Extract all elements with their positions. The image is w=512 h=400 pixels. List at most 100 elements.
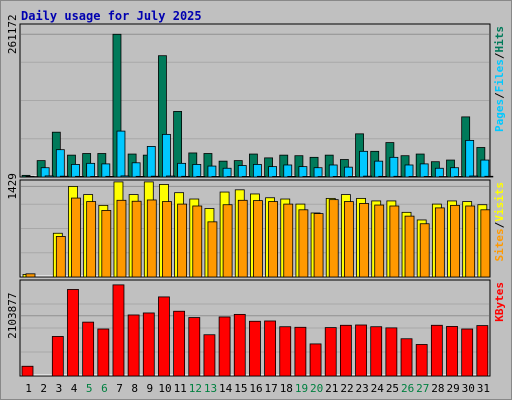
bar-kbytes-day-19 [294,326,307,377]
bar-kbytes-day-14 [218,316,231,377]
bar-files-day-5 [86,162,96,178]
bar-sites-day-6 [101,210,112,278]
bar-sites-day-24 [374,204,385,278]
bar-kbytes-day-27 [415,344,428,377]
bar-sites-day-20 [313,213,324,278]
x-tick-label-day-31: 31 [477,382,490,395]
bar-sites-day-21 [328,199,339,278]
bar-pages-day-17 [272,176,281,178]
bar-files-day-23 [359,150,368,178]
bar-files-day-17 [268,166,277,178]
bar-kbytes-day-26 [400,338,413,377]
bar-sites-day-18 [283,203,294,278]
bar-files-day-26 [404,164,414,178]
bar-sites-day-11 [177,203,188,278]
bar-kbytes-day-11 [173,310,186,377]
bar-files-day-30 [465,139,475,178]
x-tick-label-day-3: 3 [56,382,63,395]
bar-kbytes-day-16 [249,320,261,377]
bar-kbytes-day-10 [158,296,170,377]
bar-pages-day-29 [454,176,463,178]
legend-entry: Hits [493,26,506,53]
bar-files-day-27 [419,163,429,178]
bar-sites-day-1 [25,273,36,278]
bar-kbytes-day-9 [142,312,155,377]
bar-kbytes-day-22 [339,324,352,377]
bar-files-day-25 [389,156,399,178]
bar-files-day-20 [313,167,323,178]
bar-pages-day-16 [257,175,266,178]
y-tick-label: 1429 [6,173,19,200]
bar-sites-day-23 [359,203,369,278]
bar-sites-day-15 [237,199,248,278]
bar-sites-day-9 [146,199,157,278]
x-tick-label-day-22: 22 [340,382,353,395]
bar-kbytes-day-5 [82,321,95,377]
x-tick-label-day-18: 18 [280,382,293,395]
bar-pages-day-31 [484,175,494,178]
bar-pages-day-24 [378,175,388,178]
x-tick-label-day-17: 17 [265,382,278,395]
bar-files-day-9 [146,145,156,178]
x-tick-label-day-2: 2 [40,382,47,395]
bar-sites-day-7 [116,199,127,278]
bar-kbytes-day-15 [233,313,246,377]
bar-pages-day-5 [90,176,100,178]
bar-sites-day-12 [192,205,203,278]
x-tick-label-day-12: 12 [189,382,202,395]
bar-kbytes-day-25 [385,327,398,377]
bar-kbytes-day-13 [203,334,216,377]
bar-pages-day-25 [393,175,403,178]
legend-entry: KBytes [493,282,506,322]
bar-pages-day-15 [241,176,251,178]
bar-sites-day-16 [253,200,263,278]
bar-files-day-11 [177,162,187,178]
x-tick-label-day-1: 1 [25,382,32,395]
x-tick-label-day-25: 25 [386,382,399,395]
x-tick-label-day-8: 8 [131,382,138,395]
x-tick-label-day-9: 9 [147,382,154,395]
y-tick-label: 2103877 [6,293,19,339]
x-tick-label-day-27: 27 [416,382,429,395]
bar-files-day-18 [283,164,293,178]
bar-files-day-8 [131,162,141,178]
bar-kbytes-day-12 [188,317,201,377]
x-tick-label-day-11: 11 [174,382,187,395]
bar-pages-day-26 [408,176,418,178]
bar-files-day-28 [434,167,444,178]
bar-files-day-16 [253,164,262,178]
bar-kbytes-day-21 [324,327,337,377]
bar-files-day-31 [480,159,490,178]
bar-kbytes-day-31 [476,325,489,377]
legend-entry: Sites [493,228,506,261]
bar-sites-day-27 [419,223,430,278]
bar-files-day-21 [328,164,338,178]
x-tick-label-day-23: 23 [356,382,369,395]
x-tick-label-day-29: 29 [446,382,459,395]
bar-sites-day-4 [71,197,81,278]
bar-kbytes-day-7 [112,284,125,377]
bar-files-day-10 [162,133,171,178]
bar-sites-day-14 [222,204,233,278]
bar-pages-day-8 [135,175,145,178]
bar-pages-day-9 [150,175,160,178]
bar-files-day-4 [71,164,80,178]
bar-sites-day-29 [450,204,460,278]
chart-title: Daily usage for July 2025 [21,9,202,23]
bar-kbytes-day-18 [279,326,292,377]
legend-kbytes: KBytes [493,282,506,322]
bar-sites-day-25 [389,205,400,278]
bar-files-day-7 [116,130,126,178]
bar-kbytes-day-24 [370,326,383,377]
bar-files-day-22 [343,166,353,178]
bar-pages-day-30 [469,175,479,178]
bar-kbytes-day-23 [355,324,367,377]
bar-files-day-3 [55,149,65,178]
x-tick-label-day-4: 4 [71,382,78,395]
legend-hits_files_pages: Pages/Files/Hits [493,26,506,132]
bar-files-day-12 [192,164,202,178]
x-tick-label-day-24: 24 [371,382,385,395]
bar-pages-day-12 [196,175,206,178]
x-tick-label-day-26: 26 [401,382,414,395]
